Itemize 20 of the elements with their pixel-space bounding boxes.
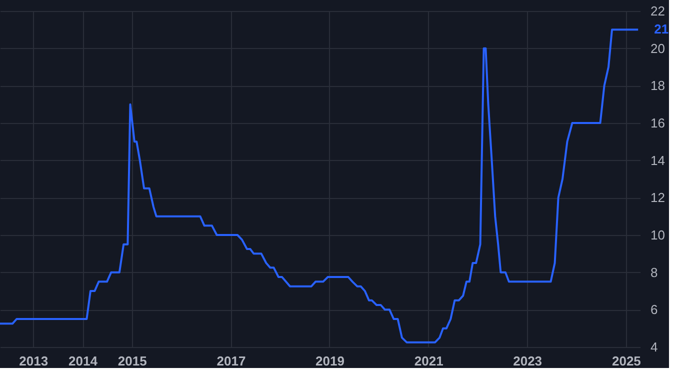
x-tick-label: 2019 bbox=[316, 354, 344, 368]
y-tick-label: 14 bbox=[650, 152, 665, 168]
line-series bbox=[0, 28, 640, 344]
annotation: 21 bbox=[654, 22, 669, 37]
y-tick-label: 20 bbox=[650, 40, 665, 56]
y-tick-label: 10 bbox=[650, 228, 665, 242]
x-tick-label: 2014 bbox=[68, 354, 98, 368]
y-tick-label: 8 bbox=[650, 264, 658, 280]
y-tick-label: 22 bbox=[650, 4, 665, 18]
y-tick-label: 6 bbox=[650, 302, 658, 318]
x-tick-label: 2017 bbox=[216, 354, 246, 368]
y-tick-label: 16 bbox=[650, 116, 665, 130]
y-tick-label: 18 bbox=[650, 78, 665, 94]
x-tick-label: 2013 bbox=[19, 354, 48, 368]
y-tick-label: 4 bbox=[650, 340, 658, 354]
x-tick-label: 2021 bbox=[414, 354, 444, 368]
x-tick-label: 2023 bbox=[513, 354, 542, 368]
y-tick-label: 12 bbox=[650, 190, 665, 206]
x-tick-label: 2015 bbox=[118, 354, 147, 368]
x-tick-label: 2025 bbox=[612, 354, 641, 368]
